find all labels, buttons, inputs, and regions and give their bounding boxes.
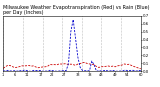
Text: Milwaukee Weather Evapotranspiration (Red) vs Rain (Blue) per Day (Inches): Milwaukee Weather Evapotranspiration (Re… <box>3 5 150 15</box>
